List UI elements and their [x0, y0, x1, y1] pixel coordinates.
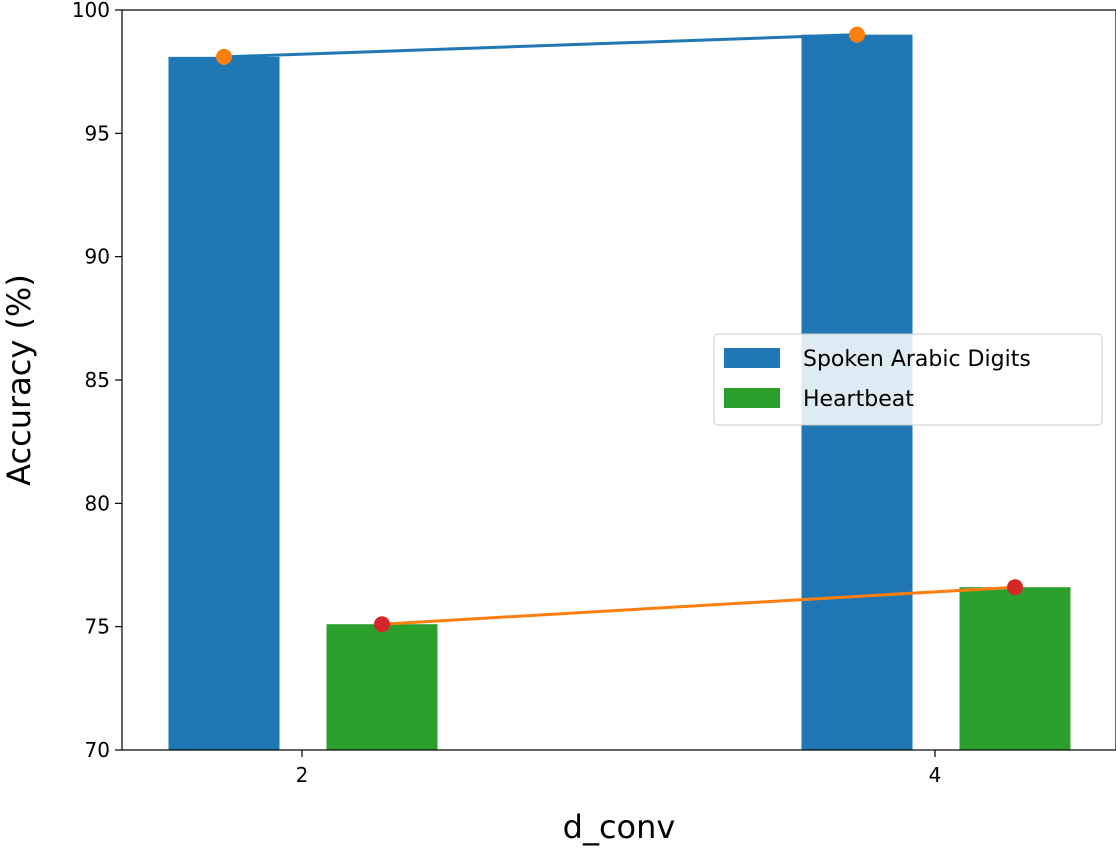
y-tick-label: 90 — [85, 245, 110, 269]
trend-line-series0 — [223, 33, 858, 59]
legend-label-series0: Spoken Arabic Digits — [803, 347, 1031, 372]
bar-series0-cat0 — [168, 56, 280, 751]
y-axis: 70 75 80 85 90 95 100 — [72, 0, 122, 762]
y-tick-label: 100 — [72, 0, 110, 22]
legend-swatch-series1 — [724, 388, 780, 408]
x-tick-label: 2 — [296, 763, 309, 787]
trend-lines-layer — [223, 33, 1016, 626]
legend-swatch-series0 — [724, 348, 780, 368]
trend-line-series1 — [381, 585, 1016, 626]
legend: Spoken Arabic Digits Heartbeat — [713, 333, 1103, 426]
x-tick-label: 4 — [929, 763, 942, 787]
y-tick-label: 95 — [85, 121, 110, 145]
y-tick-label: 85 — [85, 368, 110, 392]
marker-series0-cat0 — [216, 48, 232, 65]
bar-series1-cat0 — [326, 624, 438, 750]
marker-series1-cat1 — [1007, 579, 1023, 596]
legend-box — [713, 333, 1103, 426]
x-axis-label: d_conv — [563, 808, 676, 846]
markers-layer — [216, 26, 1023, 633]
bar-series1-cat1 — [959, 587, 1071, 750]
marker-series1-cat0 — [374, 616, 390, 633]
y-tick-label: 70 — [85, 738, 110, 762]
y-tick-label: 80 — [85, 491, 110, 515]
legend-label-series1: Heartbeat — [803, 387, 914, 412]
y-tick-label: 75 — [85, 615, 110, 639]
marker-series0-cat1 — [849, 26, 865, 43]
y-axis-label: Accuracy (%) — [0, 274, 38, 486]
